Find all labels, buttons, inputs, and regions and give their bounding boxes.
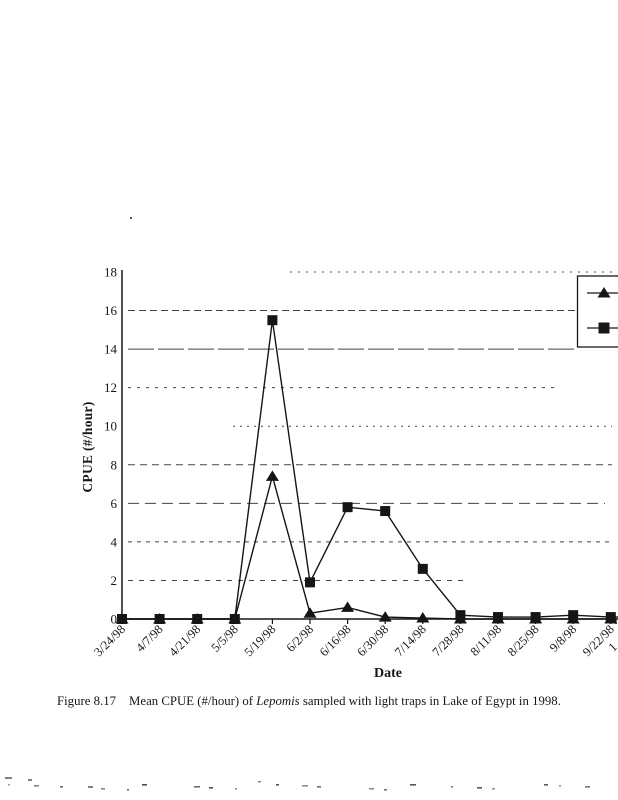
y-tick-label: 8 — [111, 457, 118, 472]
scan-speck — [235, 788, 237, 790]
scan-speck — [317, 786, 321, 788]
x-tick-label: 7/28/98 — [430, 622, 467, 659]
series-square-marker — [417, 563, 428, 574]
scan-speck — [5, 777, 12, 779]
figure-caption-genus: Lepomis — [256, 694, 300, 708]
x-tick-label: 7/14/98 — [392, 622, 429, 659]
scan-speck — [60, 786, 63, 788]
y-tick-label: 18 — [104, 265, 117, 280]
figure-caption-text-post: sampled with light traps in Lake of Egyp… — [299, 694, 561, 708]
x-tick-label: 5/19/98 — [242, 622, 279, 659]
figure-caption: Figure 8.17 Mean CPUE (#/hour) of Lepomis… — [57, 694, 597, 709]
legend-box — [576, 275, 618, 348]
scan-speck — [88, 786, 93, 788]
y-tick-label: 10 — [104, 419, 117, 434]
x-tick-label: 4/7/98 — [133, 622, 165, 654]
y-tick-label: 6 — [111, 496, 118, 511]
x-tick-label: 6/30/98 — [354, 622, 391, 659]
scan-speck — [544, 784, 548, 786]
series-square-marker — [455, 610, 466, 621]
y-tick-label: 4 — [111, 534, 118, 549]
scan-speck — [209, 787, 213, 789]
scan-speck — [492, 788, 495, 790]
series-square-marker — [117, 614, 127, 624]
scan-speck — [28, 779, 32, 781]
scan-speck — [410, 784, 416, 786]
series-triangle-marker — [416, 612, 430, 623]
series-triangle-marker — [378, 611, 392, 622]
x-tick-label: 6/16/98 — [317, 622, 354, 659]
series-square-marker — [267, 315, 278, 326]
scan-speck — [384, 789, 387, 791]
legend-square-marker — [598, 322, 610, 334]
series-triangle-marker — [341, 601, 355, 612]
scan-speck — [34, 785, 39, 787]
series-square-marker — [605, 612, 616, 623]
series-triangle-marker — [303, 607, 317, 618]
scan-speck — [194, 786, 200, 788]
series-square-marker — [530, 612, 541, 623]
scan-speck — [8, 784, 10, 786]
series-square-line — [122, 320, 618, 620]
y-tick-label: 16 — [104, 303, 118, 318]
series-square-marker — [380, 506, 391, 517]
scan-speck — [559, 785, 561, 787]
x-tick-label: 8/25/98 — [505, 622, 542, 659]
scan-speck — [585, 786, 590, 788]
series-triangle-line — [122, 473, 611, 620]
scan-speck — [369, 788, 374, 790]
x-tick-label: 8/11/98 — [468, 622, 505, 659]
series-square-marker — [493, 612, 503, 623]
legend-triangle-marker — [597, 287, 611, 298]
x-tick-label: 9/8/98 — [547, 622, 579, 654]
series-square-marker — [192, 614, 203, 624]
scan-speck — [276, 784, 279, 786]
y-tick-label: 0 — [111, 612, 118, 627]
x-tick-label: 6/2/98 — [284, 622, 316, 654]
scan-speck — [451, 786, 453, 788]
y-tick-label: 14 — [104, 342, 118, 357]
x-tick-label: 4/21/98 — [166, 622, 203, 659]
x-tick-label: 3/24/98 — [91, 622, 128, 659]
y-tick-label: 12 — [104, 380, 117, 395]
scan-speck — [101, 788, 105, 790]
scan-speck — [302, 785, 308, 787]
y-tick-label: 2 — [111, 573, 118, 588]
series-square-marker — [154, 614, 165, 624]
scan-speck — [258, 781, 261, 783]
series-square-marker — [305, 577, 315, 588]
scan-speck — [477, 787, 482, 789]
x-axis-title: Date — [374, 666, 402, 681]
x-tick-label: 5/5/98 — [208, 622, 240, 654]
series-triangle-marker — [265, 470, 279, 481]
figure-caption-number: Figure 8.17 — [57, 694, 117, 708]
y-axis-title: CPUE (#/hour) — [80, 401, 95, 493]
figure-caption-text-pre: Mean CPUE (#/hour) of — [129, 694, 257, 708]
scan-speck — [142, 784, 147, 786]
series-square-marker — [568, 610, 579, 621]
scan-speck — [127, 789, 129, 791]
scan-speck — [130, 217, 132, 219]
series-square-marker — [229, 614, 240, 624]
series-square-marker — [342, 502, 353, 513]
